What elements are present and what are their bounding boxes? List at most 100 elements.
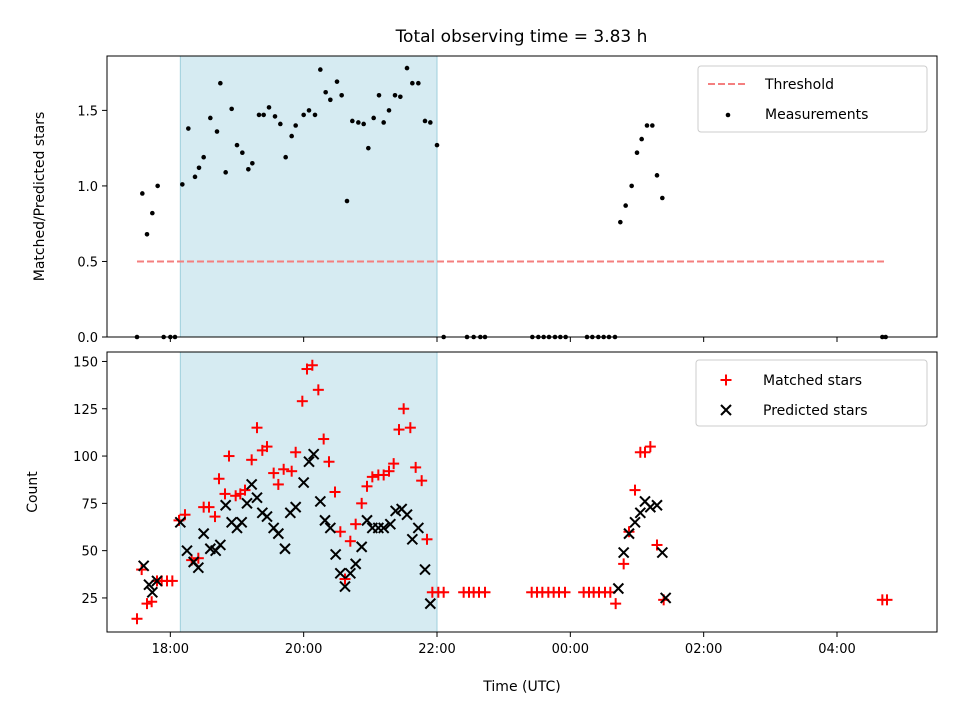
measurement-point [404,65,410,71]
matched-star-point [334,526,346,538]
time-x-tick-label: 22:00 [418,642,455,657]
predicted-star-point [261,510,273,523]
legend-matched-swatch [720,374,732,386]
matched-star-point [166,575,178,587]
predicted-star-point [192,561,205,574]
predicted-star-point [344,567,357,580]
matched-star-point [136,564,148,576]
measurement-point [155,183,160,189]
matched-star-point [213,473,225,485]
measurement-point [261,112,266,118]
legend-measurement-swatch [725,112,731,118]
ratio-y-tick-label: 0.5 [77,255,98,270]
measurement-point [256,112,262,118]
matched-star-point [639,446,651,458]
matched-star-point [361,480,373,492]
matched-star-point [651,539,663,551]
measurement-point [278,121,283,127]
predicted-star-point [174,516,187,528]
matched-star-point [339,573,351,585]
predicted-star-point [143,578,155,591]
ratio-y-axis-label: Matched/Predicted stars [32,112,48,282]
measurement-point [344,198,350,204]
predicted-star-point [137,560,150,572]
measurement-point [422,118,428,124]
measurement-point [618,219,623,225]
time-x-axis-label: Time (UTC) [482,679,560,695]
count-y-tick-label: 75 [81,497,98,512]
matched-star-point [421,533,433,545]
matched-star-point [318,433,330,445]
measurement-point [334,79,340,84]
time-x-tick-label: 18:00 [152,642,189,657]
measurement-point [144,231,150,237]
legend-predicted-label: Predicted stars [763,403,868,419]
predicted-star-point [339,580,351,593]
measurement-point [356,120,361,125]
observing-window-shade [179,55,438,338]
legend-matched-label: Matched stars [763,373,862,389]
measurement-point [644,123,650,128]
measurement-point [434,142,440,148]
predicted-star-point [329,548,342,561]
matched-star-point [610,598,622,610]
matched-star-point [306,359,318,371]
time-x-tick-label: 00:00 [552,642,589,657]
predicted-star-point [197,527,210,540]
matched-star-point [290,446,302,458]
count-legend-box [695,359,928,427]
count-y-tick-label: 50 [81,545,98,560]
matched-star-point [251,422,263,434]
predicted-star-point [349,558,362,570]
matched-star-point [644,441,656,453]
measurement-point [283,154,288,160]
measurement-point [180,182,185,187]
predicted-star-point [151,575,163,587]
measurement-point [301,112,306,118]
predicted-star-point [181,544,193,557]
predicted-star-point [279,543,291,555]
predicted-star-point [289,501,302,513]
matched-star-point [438,586,450,598]
measurement-point [361,121,366,127]
predicted-star-point [401,508,413,521]
predicted-star-point [424,597,437,610]
count-y-tick-label: 100 [73,450,98,465]
measurement-point [196,165,202,171]
measurement-point [218,80,223,86]
measurement-point [289,133,294,139]
predicted-star-point [319,514,331,527]
ratio-panel: 0.0 0.5 1.0 1.5 Matched/Predicted stars Thr… [32,55,938,346]
matched-star-point [219,488,231,500]
measurement-point [371,115,376,121]
measurement-point [386,108,392,113]
matched-star-point [618,558,630,570]
ratio-legend: Threshold Measurements [697,65,928,133]
measurement-point [623,203,628,208]
measurement-point [150,210,155,216]
predicted-star-points [137,448,672,610]
time-x-tick-label: 20:00 [285,642,322,657]
matched-star-point [356,497,368,509]
predicted-star-point [412,522,425,534]
ratio-legend-box [697,65,928,133]
predicted-star-point [219,499,232,511]
measurement-point [416,80,421,86]
predicted-star-point [303,456,315,468]
measurement-point [650,123,655,128]
measurement-point [428,120,433,125]
measurement-point [266,105,272,110]
matched-star-point [239,484,251,496]
matched-star-point [209,511,221,523]
measurement-point [629,183,634,189]
measurement-point [381,120,386,125]
matched-star-point [261,441,273,453]
matched-star-point [344,535,356,547]
predicted-star-point [634,507,647,519]
observing-window-shade-bottom [179,351,438,633]
predicted-star-point [623,527,635,540]
matched-star-point [278,463,290,475]
measurement-point [272,114,278,119]
matched-star-point [350,518,362,530]
matched-star-point [323,456,335,468]
